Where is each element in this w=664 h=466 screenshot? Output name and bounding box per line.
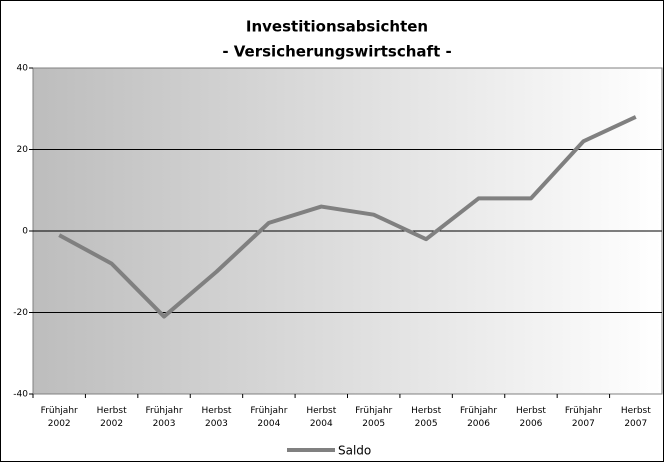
x-tick-label: Herbst 2005 [411,406,441,429]
y-tick-label: 0 [22,227,28,237]
y-tick-label: 40 [17,64,29,74]
x-tick-label: Frühjahr 2004 [250,406,287,429]
x-tick-label: Herbst 2007 [621,406,651,429]
x-tick-label: Frühjahr 2005 [355,406,392,429]
x-tick-label: Herbst 2003 [201,406,231,429]
x-tick-label: Herbst 2006 [516,406,546,429]
chart-subtitle: - Versicherungswirtschaft - [222,43,451,61]
x-tick-label: Herbst 2002 [97,406,127,429]
y-tick-label: 20 [17,145,29,155]
x-tick-label: Frühjahr 2007 [565,406,602,429]
y-tick-label: -40 [13,390,28,400]
data-line [58,115,637,319]
x-tick-label: Herbst 2004 [306,406,336,429]
chart-title: Investitionsabsichten [246,18,428,36]
y-tick-label: -20 [13,308,28,318]
x-tick-label: Frühjahr 2006 [460,406,497,429]
x-tick-label: Frühjahr 2002 [41,406,78,429]
x-tick-label: Frühjahr 2003 [146,406,183,429]
legend-label: Saldo [338,444,371,458]
